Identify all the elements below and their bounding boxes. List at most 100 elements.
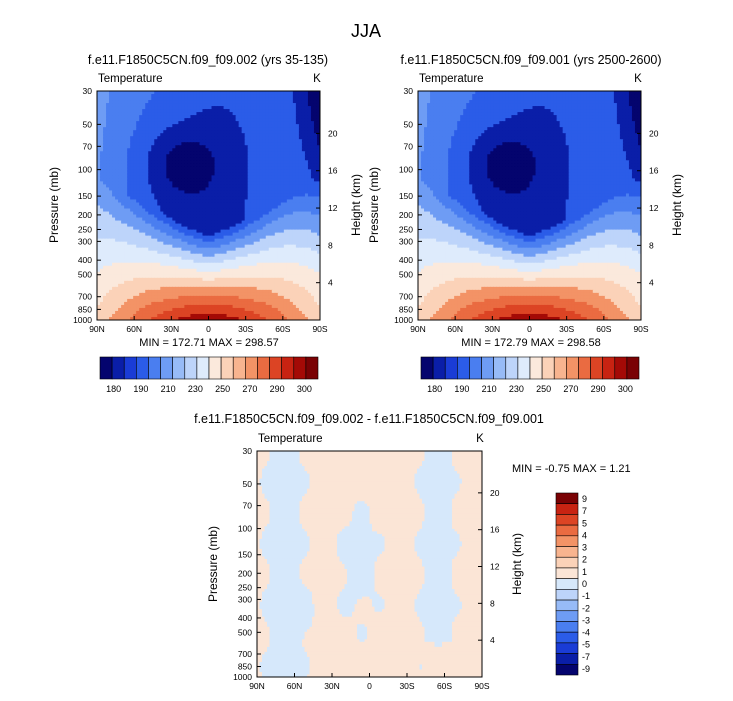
contour-cell <box>142 199 146 204</box>
contour-cell <box>145 271 149 276</box>
contour-cell <box>103 193 107 198</box>
contour-cell <box>229 103 234 107</box>
contour-cell <box>286 289 291 294</box>
contour-cell <box>133 139 137 143</box>
contour-cell <box>193 103 198 107</box>
contour-cell <box>142 277 146 282</box>
contour-cell <box>115 130 119 134</box>
contour-cell <box>190 208 195 213</box>
contour-cell <box>151 280 155 285</box>
contour-cell <box>274 217 279 222</box>
contour-cell <box>148 115 152 119</box>
contour-cell <box>310 136 315 140</box>
contour-cell <box>316 142 320 146</box>
contour-cell <box>181 118 185 122</box>
contour-cell <box>205 121 210 125</box>
contour-cell <box>115 199 119 204</box>
contour-cell <box>250 127 255 131</box>
contour-cell <box>256 187 261 192</box>
contour-cell <box>97 157 101 161</box>
contour-cell <box>157 202 161 207</box>
contour-cell <box>253 256 258 261</box>
contour-cell <box>283 94 288 98</box>
contour-cell <box>187 250 192 255</box>
contour-cell <box>217 193 222 198</box>
contour-cell <box>178 262 182 267</box>
contour-cell <box>145 292 149 297</box>
contour-cell <box>154 235 158 240</box>
contour-cell <box>295 103 300 107</box>
contour-cell <box>193 130 198 134</box>
contour-cell <box>241 187 246 192</box>
contour-cell <box>187 205 192 210</box>
contour-cell <box>229 130 234 134</box>
contour-cell <box>160 208 164 213</box>
contour-cell <box>124 166 128 170</box>
contour-cell <box>157 193 161 198</box>
contour-cell <box>100 211 104 216</box>
contour-cell <box>136 271 140 276</box>
contour-cell <box>256 112 261 116</box>
contour-cell <box>136 262 140 267</box>
contour-cell <box>112 217 116 222</box>
contour-cell <box>106 208 110 213</box>
contour-cell <box>247 97 252 101</box>
contour-cell <box>298 124 303 128</box>
contour-cell <box>133 223 137 228</box>
contour-cell <box>199 190 204 195</box>
contour-cell <box>184 187 188 192</box>
contour-cell <box>307 187 312 192</box>
contour-cell <box>124 157 128 161</box>
contour-cell <box>232 205 237 210</box>
contour-cell <box>274 124 279 128</box>
contour-cell <box>208 178 213 182</box>
contour-cell <box>103 280 107 285</box>
contour-cell <box>118 109 122 113</box>
contour-cell <box>121 292 125 297</box>
contour-cell <box>295 184 300 189</box>
contour-cell <box>244 253 249 258</box>
panel-1-left-label: Temperature <box>98 73 163 85</box>
contour-cell <box>97 169 101 173</box>
contour-cell <box>304 205 309 210</box>
contour-cell <box>247 211 252 216</box>
contour-cell <box>286 217 291 222</box>
contour-cell <box>199 268 204 273</box>
contour-cell <box>244 163 249 167</box>
contour-cell <box>202 94 207 98</box>
contour-cell <box>217 241 222 246</box>
contour-cell <box>193 235 198 240</box>
contour-cell <box>148 151 152 155</box>
contour-cell <box>118 127 122 131</box>
contour-cell <box>139 175 143 179</box>
contour-cell <box>142 94 146 98</box>
contour-cell <box>274 106 279 110</box>
contour-cell <box>208 163 213 167</box>
contour-cell <box>226 208 231 213</box>
contour-cell <box>214 226 219 231</box>
contour-cell <box>238 151 243 155</box>
contour-cell <box>199 220 204 225</box>
contour-cell <box>163 178 167 182</box>
contour-cell <box>280 130 285 134</box>
contour-cell <box>148 142 152 146</box>
contour-cell <box>196 94 201 98</box>
contour-cell <box>292 100 297 104</box>
contour-cell <box>145 256 149 261</box>
contour-cell <box>289 175 294 179</box>
contour-cell <box>262 271 267 276</box>
contour-cell <box>316 214 320 219</box>
contour-cell <box>211 199 216 204</box>
contour-cell <box>307 169 312 173</box>
contour-cell <box>175 220 179 225</box>
contour-cell <box>307 151 312 155</box>
contour-cell <box>145 103 149 107</box>
contour-cell <box>286 286 291 291</box>
contour-cell <box>142 259 146 264</box>
contour-cell <box>127 259 131 264</box>
contour-cell <box>160 238 164 243</box>
contour-cell <box>265 241 270 246</box>
contour-cell <box>103 241 107 246</box>
contour-cell <box>259 280 264 285</box>
contour-cell <box>193 136 198 140</box>
